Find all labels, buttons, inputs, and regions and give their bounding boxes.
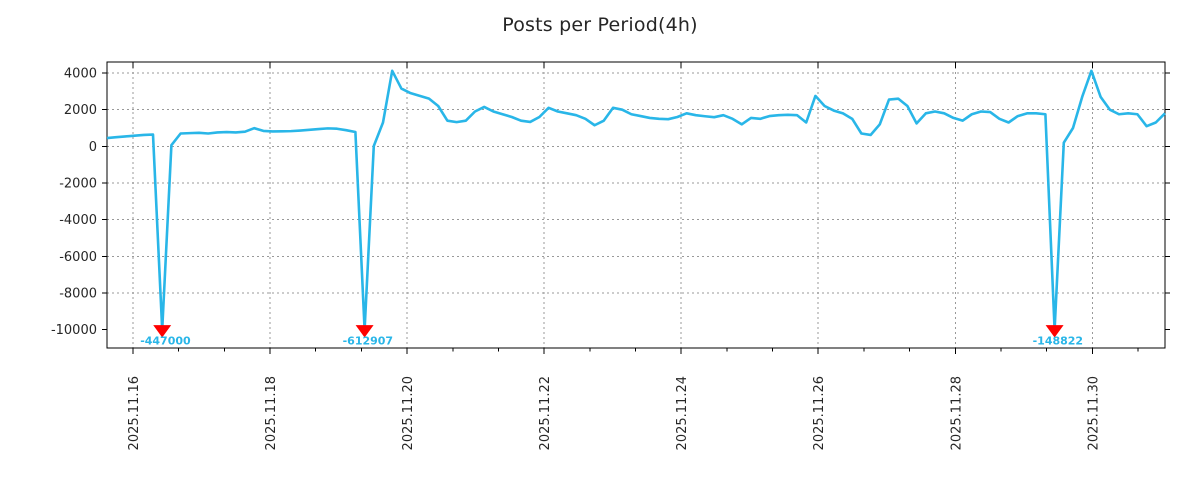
y-axis-tick-label: -2000 [59, 177, 97, 192]
horizontal-gridlines [107, 72, 1165, 294]
clipped-value-markers [153, 325, 1064, 338]
plot-frame-border [106, 61, 1166, 349]
y-axis-tick-marks [102, 72, 1170, 331]
x-axis-tick-label: 2025.11.22 [538, 376, 553, 450]
x-axis-tick-label: 2025.11.18 [264, 376, 279, 450]
x-axis-tick-label: 2025.11.26 [812, 376, 827, 450]
x-axis-tick-labels: 2025.11.16 2025.11.18 2025.11.20 2025.11.22… [127, 376, 1101, 450]
y-axis-tick-label: 4000 [64, 67, 97, 82]
y-axis-tick-label: 2000 [64, 103, 97, 118]
y-axis-tick-label: 0 [89, 140, 97, 155]
chart-title: Posts per Period(4h) [502, 14, 698, 36]
y-axis-tick-label: -10000 [51, 323, 97, 338]
y-axis-tick-labels: 4000 2000 0 -2000 -4000 -6000 -8000 -10000 [51, 67, 97, 339]
x-axis-tick-marks [132, 62, 1139, 354]
y-axis-tick-label: -4000 [59, 213, 97, 228]
x-axis-tick-label: 2025.11.24 [675, 376, 690, 450]
clipped-value-marker [153, 325, 172, 338]
x-axis-tick-label: 2025.11.28 [949, 376, 964, 450]
clipped-value-label: -447000 [140, 335, 191, 348]
clipped-value-label: -148822 [1033, 335, 1084, 348]
clipped-value-labels: -447000 -612907 -148822 [140, 335, 1083, 348]
y-axis-tick-label: -8000 [59, 287, 97, 302]
y-axis-tick-label: -6000 [59, 250, 97, 265]
x-axis-tick-label: 2025.11.20 [401, 376, 416, 450]
x-axis-tick-label: 2025.11.16 [127, 376, 142, 450]
vertical-gridlines [132, 62, 1093, 348]
clipped-value-marker [355, 325, 374, 338]
clipped-value-label: -612907 [343, 335, 394, 348]
x-axis-tick-label: 2025.11.30 [1086, 376, 1101, 450]
clipped-value-marker [1045, 325, 1064, 338]
data-series-line [106, 69, 1166, 331]
